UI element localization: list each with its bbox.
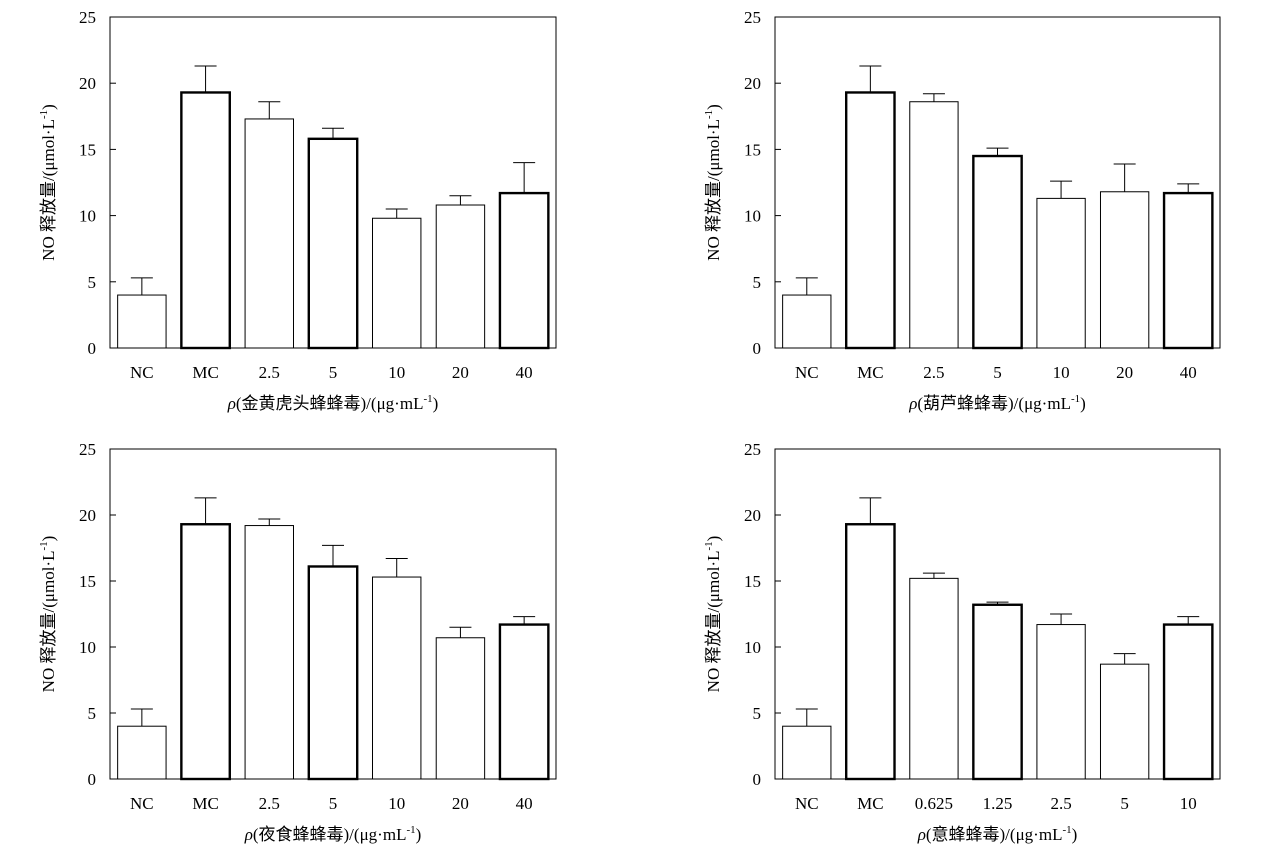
bar-NC: [782, 725, 832, 780]
bar-NC: [117, 725, 167, 780]
x-tick-label: 0.625: [915, 794, 953, 813]
bar-10: [1036, 197, 1086, 349]
x-tick-label: NC: [795, 363, 819, 382]
bar-5: [307, 565, 359, 781]
x-tick-label: NC: [130, 794, 154, 813]
y-tick-label: 10: [744, 638, 761, 657]
bar-MC: [844, 91, 896, 350]
bar-MC: [180, 91, 231, 350]
x-tick-label: 10: [388, 363, 405, 382]
bar-2.5: [909, 101, 959, 349]
x-tick-label: 2.5: [259, 794, 280, 813]
bar-20: [435, 637, 486, 780]
bar-2.5: [244, 118, 294, 349]
y-tick-label: 25: [79, 440, 96, 459]
x-tick-label: 10: [1180, 794, 1197, 813]
x-tick-label: 20: [1116, 363, 1133, 382]
x-tick-label: 2.5: [1050, 794, 1071, 813]
y-tick-label: 25: [79, 8, 96, 27]
x-tick-label: 20: [452, 363, 469, 382]
x-tick-label: 5: [329, 794, 338, 813]
chart-panel-3: 0 5 10 15 20 25 NC MC 2.5 5 10 20 40 NO 释放量/(μmol·L-1…: [0, 430, 635, 860]
x-tick-label: 10: [388, 794, 405, 813]
x-axis-label: ρ(意蜂蜂毒)/(μg·mL-1): [917, 824, 1078, 844]
bar-10: [372, 217, 422, 349]
chart-panel-4: 0 5 10 15 20 25 NC MC 0.625 1.25 2.5 5 10 NO 释放量/(μmo…: [635, 430, 1270, 860]
y-tick-label: 25: [744, 440, 761, 459]
bar-0.625: [909, 577, 959, 780]
chart-svg: 0 5 10 15 20 25 NC MC 2.5 5 10 20 40 NO 释放量/(μmol·L-1…: [703, 8, 1221, 413]
y-tick-label: 20: [744, 506, 761, 525]
bar-40: [498, 623, 550, 781]
x-axis-label: ρ(葫芦蜂蜂毒)/(μg·mL-1): [908, 393, 1086, 413]
x-tick-label: MC: [857, 363, 883, 382]
y-tick-label: 20: [79, 506, 96, 525]
bar-20: [1099, 191, 1150, 349]
chart-svg: 0 5 10 15 20 25 NC MC 2.5 5 10 20 40 NO 释放量/(μmol·L-1…: [38, 440, 557, 844]
bar-10: [372, 576, 422, 780]
x-tick-label: 2.5: [259, 363, 280, 382]
x-tick-label: 5: [1120, 794, 1129, 813]
x-tick-label: NC: [795, 794, 819, 813]
bar-20: [435, 204, 486, 349]
x-tick-label: MC: [192, 794, 218, 813]
chart-svg: 0 5 10 15 20 25 NC MC 2.5 5 10 20 40 NO 释放量/(μmol·L-1…: [38, 8, 557, 413]
y-tick-label: 15: [744, 140, 761, 159]
x-tick-label: 5: [329, 363, 338, 382]
x-tick-label: NC: [130, 363, 154, 382]
bar-2.5: [1036, 624, 1086, 780]
bar-MC: [180, 523, 231, 781]
y-tick-label: 10: [79, 207, 96, 226]
bar-5: [1099, 663, 1150, 780]
bar-5: [972, 154, 1023, 350]
y-tick-label: 0: [753, 339, 762, 358]
chart-panel-2: 0 5 10 15 20 25 NC MC 2.5 5 10 20 40 NO 释放量/(μmol·L-1…: [635, 0, 1270, 430]
chart-panel-1: 0 5 10 15 20 25 NC MC 2.5 5 10 20 40 NO 释放量/(μmol·L-1…: [0, 0, 635, 430]
x-tick-label: MC: [192, 363, 218, 382]
y-tick-label: 0: [753, 770, 762, 789]
x-axis-label: ρ(金黄虎头蜂蜂毒)/(μg·mL-1): [227, 393, 439, 413]
bar-1.25: [972, 603, 1023, 781]
y-tick-label: 15: [79, 572, 96, 591]
bar-10: [1162, 623, 1214, 781]
y-tick-label: 20: [744, 74, 761, 93]
y-tick-label: 15: [744, 572, 761, 591]
y-tick-label: 15: [79, 140, 96, 159]
x-axis-label: ρ(夜食蜂蜂毒)/(μg·mL-1): [244, 824, 422, 844]
y-tick-label: 10: [744, 207, 761, 226]
x-tick-label: MC: [857, 794, 883, 813]
bar-MC: [844, 523, 896, 781]
y-tick-label: 10: [79, 638, 96, 657]
y-axis-label: NO 释放量/(μmol·L-1): [38, 104, 58, 261]
y-tick-label: 0: [88, 770, 97, 789]
chart-svg: 0 5 10 15 20 25 NC MC 0.625 1.25 2.5 5 10 NO 释放量/(μmo…: [703, 440, 1221, 844]
y-axis-label: NO 释放量/(μmol·L-1): [703, 536, 723, 693]
y-tick-label: 5: [88, 704, 97, 723]
x-tick-label: 2.5: [923, 363, 944, 382]
x-tick-label: 40: [1180, 363, 1197, 382]
y-axis-label: NO 释放量/(μmol·L-1): [703, 104, 723, 261]
x-tick-label: 40: [516, 363, 533, 382]
bar-40: [1162, 191, 1214, 350]
y-tick-label: 25: [744, 8, 761, 27]
bar-NC: [117, 294, 167, 349]
bar-5: [307, 137, 359, 350]
y-tick-label: 5: [753, 273, 762, 292]
y-tick-label: 0: [88, 339, 97, 358]
y-axis-label: NO 释放量/(μmol·L-1): [38, 536, 58, 693]
x-tick-label: 5: [993, 363, 1002, 382]
bar-NC: [782, 294, 832, 349]
y-tick-label: 20: [79, 74, 96, 93]
x-tick-label: 20: [452, 794, 469, 813]
x-tick-label: 40: [516, 794, 533, 813]
y-tick-label: 5: [753, 704, 762, 723]
bar-2.5: [244, 525, 294, 780]
bar-40: [498, 191, 550, 350]
x-tick-label: 1.25: [983, 794, 1013, 813]
x-tick-label: 10: [1053, 363, 1070, 382]
y-tick-label: 5: [88, 273, 97, 292]
